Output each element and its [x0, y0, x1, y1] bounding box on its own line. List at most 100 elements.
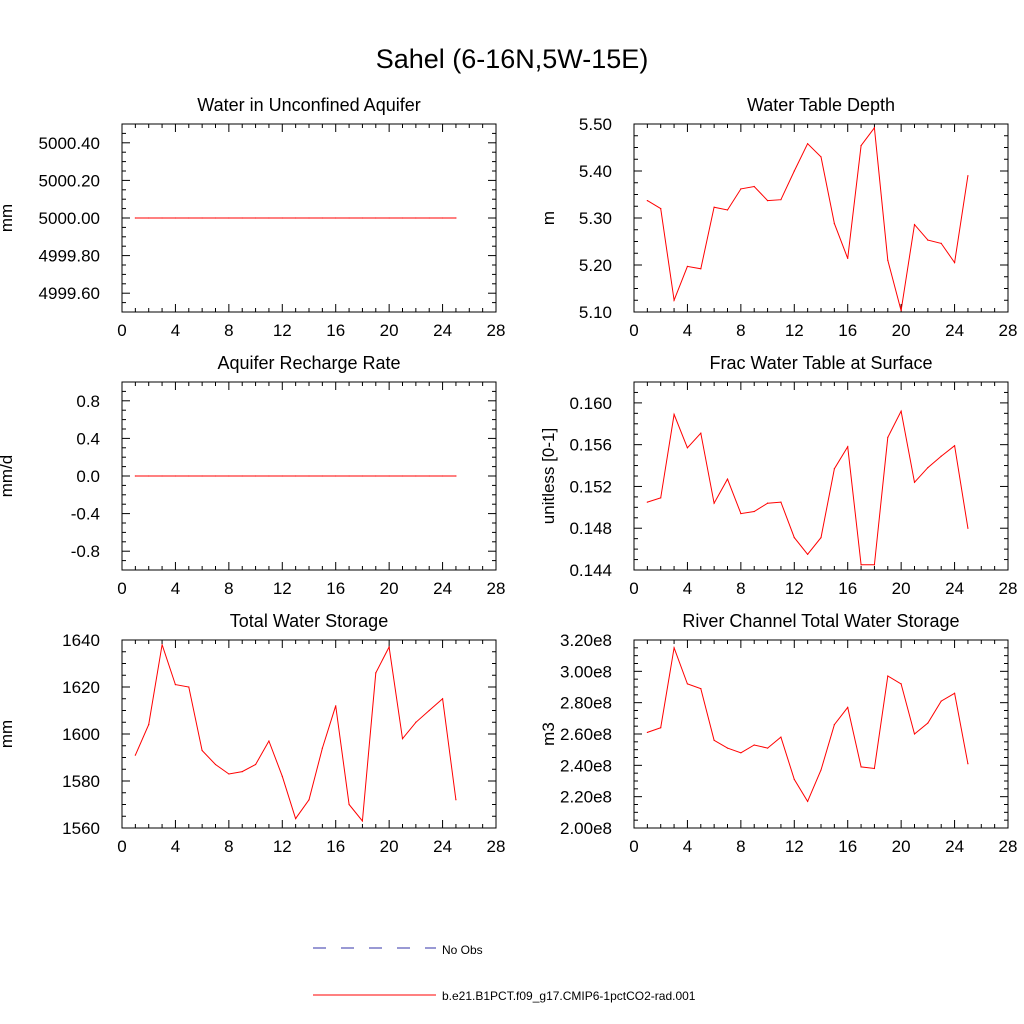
- series-line: [647, 126, 969, 311]
- data-point: [686, 447, 689, 449]
- data-point: [281, 775, 283, 777]
- y-tick-label: 5.40: [579, 162, 612, 181]
- x-tick-label: 12: [785, 321, 804, 340]
- data-point: [335, 705, 337, 707]
- x-tick-label: 8: [736, 579, 745, 598]
- y-tick-label: 2.00e8: [560, 819, 612, 838]
- x-tick-label: 20: [892, 321, 911, 340]
- data-point: [927, 239, 929, 241]
- x-tick-label: 4: [683, 579, 692, 598]
- data-point: [201, 749, 203, 752]
- data-point: [753, 744, 755, 746]
- y-tick-label: 3.20e8: [560, 631, 612, 650]
- data-point: [753, 185, 755, 188]
- data-point: [321, 217, 323, 219]
- data-point: [673, 647, 675, 649]
- data-point: [780, 501, 782, 503]
- data-point: [455, 799, 457, 801]
- data-point: [388, 475, 390, 477]
- y-tick-label: 1640: [62, 631, 100, 650]
- x-tick-label: 24: [945, 837, 964, 856]
- data-point: [441, 698, 444, 700]
- x-tick-label: 4: [683, 321, 692, 340]
- data-point: [780, 199, 782, 201]
- x-tick-label: 8: [224, 837, 233, 856]
- y-tick-label: 5.30: [579, 209, 612, 228]
- x-tick-label: 28: [999, 321, 1018, 340]
- x-tick-label: 0: [117, 837, 126, 856]
- data-point: [335, 217, 337, 219]
- x-tick-label: 24: [945, 579, 964, 598]
- data-point: [241, 771, 243, 773]
- chart-panel-4: Frac Water Table at Surface 0 4 8 12 16 20 24 28…: [539, 353, 1017, 598]
- series-line: [134, 644, 457, 823]
- y-tick-label: 0.152: [569, 477, 612, 496]
- data-point: [887, 259, 889, 261]
- chart-panel-1: Water in Unconfined Aquifer 0 4 8 12 16 20 24 28…: [0, 95, 505, 340]
- data-point: [820, 537, 822, 539]
- data-point: [415, 721, 417, 723]
- data-point: [201, 475, 203, 477]
- data-point: [740, 752, 742, 754]
- data-point: [700, 687, 702, 690]
- x-tick-label: 28: [487, 579, 506, 598]
- series-line: [647, 409, 969, 566]
- x-tick-label: 16: [326, 579, 345, 598]
- data-point: [793, 537, 795, 539]
- data-point: [766, 747, 769, 749]
- y-tick-label: 5000.20: [39, 171, 100, 190]
- data-point: [148, 475, 150, 477]
- x-tick-label: 4: [171, 579, 180, 598]
- x-tick-label: 28: [487, 837, 506, 856]
- data-point: [820, 769, 822, 771]
- plot-frame: [633, 639, 1009, 829]
- data-point: [268, 217, 270, 219]
- y-tick-label: 0.160: [569, 394, 612, 413]
- x-tick-label: 8: [224, 579, 233, 598]
- data-point: [295, 475, 297, 477]
- data-point: [308, 217, 310, 219]
- data-point: [860, 564, 862, 566]
- data-point: [455, 217, 457, 219]
- y-tick-label: 5.50: [579, 115, 612, 134]
- y-tick-label: 4999.60: [39, 284, 100, 303]
- x-tick-label: 8: [736, 837, 745, 856]
- data-point: [913, 481, 916, 483]
- y-tick-label: 2.80e8: [560, 694, 612, 713]
- x-tick-label: 20: [892, 837, 911, 856]
- panel-title: Frac Water Table at Surface: [709, 353, 932, 373]
- x-tick-label: 12: [785, 837, 804, 856]
- data-point: [441, 475, 444, 477]
- y-tick-label: 0.148: [569, 519, 612, 538]
- x-tick-label: 4: [683, 837, 692, 856]
- figure-title: Sahel (6-16N,5W-15E): [375, 44, 649, 74]
- data-point: [361, 217, 364, 219]
- data-point: [188, 686, 190, 688]
- x-tick-label: 0: [629, 321, 638, 340]
- data-point: [361, 820, 364, 822]
- y-axis-label: unitless [0-1]: [539, 428, 558, 524]
- data-point: [740, 513, 742, 515]
- data-point: [214, 763, 217, 766]
- data-point: [228, 475, 230, 477]
- data-point: [686, 265, 689, 268]
- data-point: [228, 773, 230, 775]
- chart-panel-2: Water Table Depth 0 4 8 12 16 20 24 28 5.10 5.20 5.…: [539, 95, 1017, 340]
- y-axis-label: mm: [0, 720, 16, 748]
- data-point: [873, 127, 876, 129]
- data-point: [873, 767, 876, 770]
- x-tick-label: 24: [945, 321, 964, 340]
- data-point: [441, 217, 444, 219]
- legend: No Obs b.e21.B1PCT.f09_g17.CMIP6-1pctCO2…: [313, 943, 696, 1003]
- x-tick-label: 28: [999, 837, 1018, 856]
- data-point: [308, 799, 310, 801]
- data-point: [793, 170, 795, 172]
- data-point: [375, 475, 377, 477]
- panel-title: River Channel Total Water Storage: [682, 611, 959, 631]
- data-point: [214, 475, 217, 477]
- data-point: [321, 747, 323, 749]
- data-point: [254, 475, 257, 477]
- data-point: [335, 475, 337, 477]
- data-point: [753, 510, 755, 513]
